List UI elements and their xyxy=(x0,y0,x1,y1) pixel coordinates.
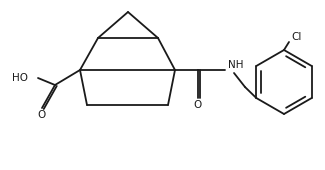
Text: NH: NH xyxy=(228,60,243,70)
Text: Cl: Cl xyxy=(291,32,301,42)
Text: O: O xyxy=(194,100,202,110)
Text: HO: HO xyxy=(12,73,28,83)
Text: O: O xyxy=(37,110,45,120)
